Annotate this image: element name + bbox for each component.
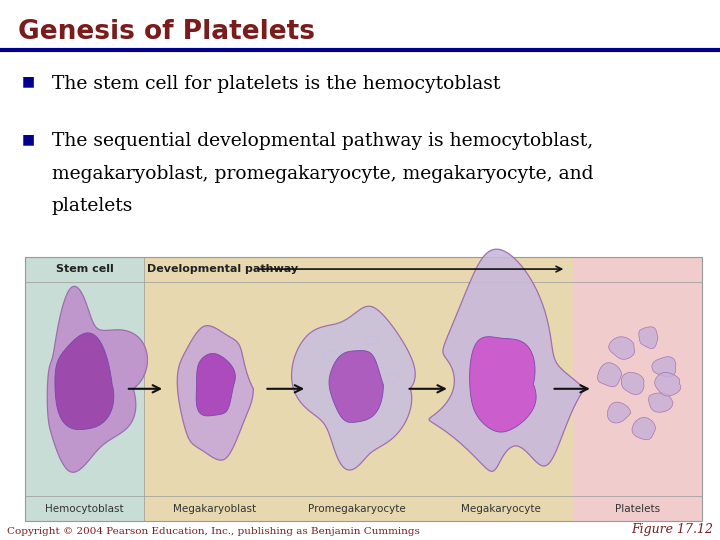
Bar: [25, 256, 143, 521]
Text: platelets: platelets: [52, 197, 133, 215]
Text: Platelets: Platelets: [615, 503, 660, 514]
Text: Megakaryocyte: Megakaryocyte: [461, 503, 541, 514]
Ellipse shape: [336, 422, 350, 431]
Text: Figure 17.12: Figure 17.12: [631, 523, 713, 536]
Bar: [25, 256, 702, 521]
Bar: [286, 256, 428, 521]
Text: Megakaryoblast: Megakaryoblast: [173, 503, 256, 514]
Text: ■: ■: [22, 75, 35, 89]
PathPatch shape: [621, 373, 644, 395]
Text: Genesis of Platelets: Genesis of Platelets: [18, 19, 315, 45]
Ellipse shape: [323, 352, 341, 361]
Text: Promegakaryocyte: Promegakaryocyte: [308, 503, 405, 514]
Ellipse shape: [364, 336, 379, 345]
Bar: [428, 256, 573, 521]
PathPatch shape: [177, 326, 253, 460]
PathPatch shape: [652, 357, 676, 377]
Text: ■: ■: [22, 132, 35, 146]
PathPatch shape: [639, 327, 658, 348]
Text: megakaryoblast, promegakaryocyte, megakaryocyte, and: megakaryoblast, promegakaryocyte, megaka…: [52, 165, 593, 183]
PathPatch shape: [292, 306, 415, 470]
PathPatch shape: [469, 337, 536, 432]
Text: The stem cell for platelets is the hemocytoblast: The stem cell for platelets is the hemoc…: [52, 75, 500, 92]
Bar: [143, 256, 286, 521]
PathPatch shape: [429, 249, 585, 471]
Ellipse shape: [387, 374, 400, 382]
Text: Copyright © 2004 Pearson Education, Inc., publishing as Benjamin Cummings: Copyright © 2004 Pearson Education, Inc.…: [7, 526, 420, 536]
PathPatch shape: [48, 286, 148, 472]
PathPatch shape: [649, 393, 673, 412]
PathPatch shape: [608, 337, 635, 359]
PathPatch shape: [329, 350, 383, 422]
Text: Developmental pathway: Developmental pathway: [147, 264, 298, 274]
PathPatch shape: [654, 373, 680, 396]
Text: Hemocytoblast: Hemocytoblast: [45, 503, 124, 514]
PathPatch shape: [608, 402, 631, 423]
Bar: [573, 256, 702, 521]
Text: The sequential developmental pathway is hemocytoblast,: The sequential developmental pathway is …: [52, 132, 593, 150]
PathPatch shape: [598, 363, 621, 387]
PathPatch shape: [632, 417, 655, 440]
PathPatch shape: [55, 333, 114, 430]
PathPatch shape: [196, 354, 235, 416]
Text: Stem cell: Stem cell: [55, 264, 113, 274]
